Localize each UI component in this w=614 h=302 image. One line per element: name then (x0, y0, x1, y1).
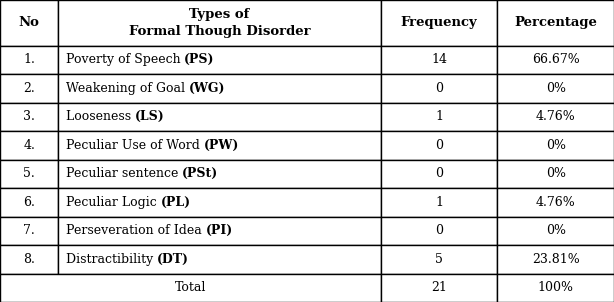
Text: 5.: 5. (23, 167, 35, 180)
Text: Peculiar sentence: Peculiar sentence (66, 167, 182, 180)
Bar (497, 188, 614, 217)
Bar (0, 188, 58, 217)
Text: 0: 0 (435, 139, 443, 152)
Bar (0, 159, 58, 188)
Text: 3.: 3. (23, 110, 35, 123)
Bar (381, 131, 497, 159)
Bar (58, 46, 381, 74)
Text: (PW): (PW) (204, 139, 239, 152)
Text: 100%: 100% (538, 281, 573, 294)
Text: 0%: 0% (546, 139, 565, 152)
Bar (381, 0, 497, 46)
Bar (381, 217, 497, 245)
Text: Types of
Formal Though Disorder: Types of Formal Though Disorder (129, 8, 310, 38)
Text: 14: 14 (431, 53, 447, 66)
Bar (497, 217, 614, 245)
Bar (58, 188, 381, 217)
Text: No: No (19, 16, 39, 29)
Text: Peculiar Use of Word: Peculiar Use of Word (66, 139, 204, 152)
Text: 0%: 0% (546, 224, 565, 237)
Text: (PI): (PI) (206, 224, 233, 237)
Text: 0%: 0% (546, 82, 565, 95)
Text: 4.76%: 4.76% (536, 110, 575, 123)
Text: 0: 0 (435, 82, 443, 95)
Text: 66.67%: 66.67% (532, 53, 580, 66)
Bar (497, 131, 614, 159)
Text: Perseveration of Idea: Perseveration of Idea (66, 224, 206, 237)
Text: 8.: 8. (23, 253, 35, 266)
Bar (381, 159, 497, 188)
Text: 0: 0 (435, 224, 443, 237)
Text: 2.: 2. (23, 82, 35, 95)
Text: Weakening of Goal: Weakening of Goal (66, 82, 188, 95)
Text: (LS): (LS) (135, 110, 165, 123)
Text: 4.76%: 4.76% (536, 196, 575, 209)
Bar (0, 245, 58, 274)
Bar (0, 74, 58, 103)
Text: 6.: 6. (23, 196, 35, 209)
Bar (497, 74, 614, 103)
Bar (381, 74, 497, 103)
Text: (WG): (WG) (188, 82, 225, 95)
Bar (58, 74, 381, 103)
Bar (381, 188, 497, 217)
Text: Looseness: Looseness (66, 110, 135, 123)
Text: 23.81%: 23.81% (532, 253, 580, 266)
Bar (58, 131, 381, 159)
Text: 21: 21 (431, 281, 447, 294)
Text: (PL): (PL) (160, 196, 190, 209)
Bar (497, 0, 614, 46)
Bar (58, 245, 381, 274)
Bar (497, 245, 614, 274)
Bar (497, 46, 614, 74)
Text: Distractibility: Distractibility (66, 253, 157, 266)
Bar (381, 245, 497, 274)
Bar (497, 103, 614, 131)
Bar (497, 274, 614, 302)
Text: Total: Total (174, 281, 206, 294)
Bar (58, 0, 381, 46)
Bar (381, 274, 497, 302)
Text: 1.: 1. (23, 53, 35, 66)
Bar (58, 103, 381, 131)
Bar (381, 103, 497, 131)
Text: 1: 1 (435, 110, 443, 123)
Bar (0, 274, 381, 302)
Bar (58, 159, 381, 188)
Text: (DT): (DT) (157, 253, 189, 266)
Bar (0, 46, 58, 74)
Text: (PS): (PS) (184, 53, 215, 66)
Text: 7.: 7. (23, 224, 35, 237)
Bar (0, 0, 58, 46)
Bar (381, 46, 497, 74)
Bar (0, 217, 58, 245)
Text: 5: 5 (435, 253, 443, 266)
Text: (PSt): (PSt) (182, 167, 219, 180)
Text: Frequency: Frequency (400, 16, 478, 29)
Bar (497, 159, 614, 188)
Text: 1: 1 (435, 196, 443, 209)
Text: Poverty of Speech: Poverty of Speech (66, 53, 184, 66)
Bar (0, 103, 58, 131)
Text: 0: 0 (435, 167, 443, 180)
Text: Percentage: Percentage (515, 16, 597, 29)
Text: 4.: 4. (23, 139, 35, 152)
Bar (0, 131, 58, 159)
Text: 0%: 0% (546, 167, 565, 180)
Text: Peculiar Logic: Peculiar Logic (66, 196, 160, 209)
Bar (58, 217, 381, 245)
